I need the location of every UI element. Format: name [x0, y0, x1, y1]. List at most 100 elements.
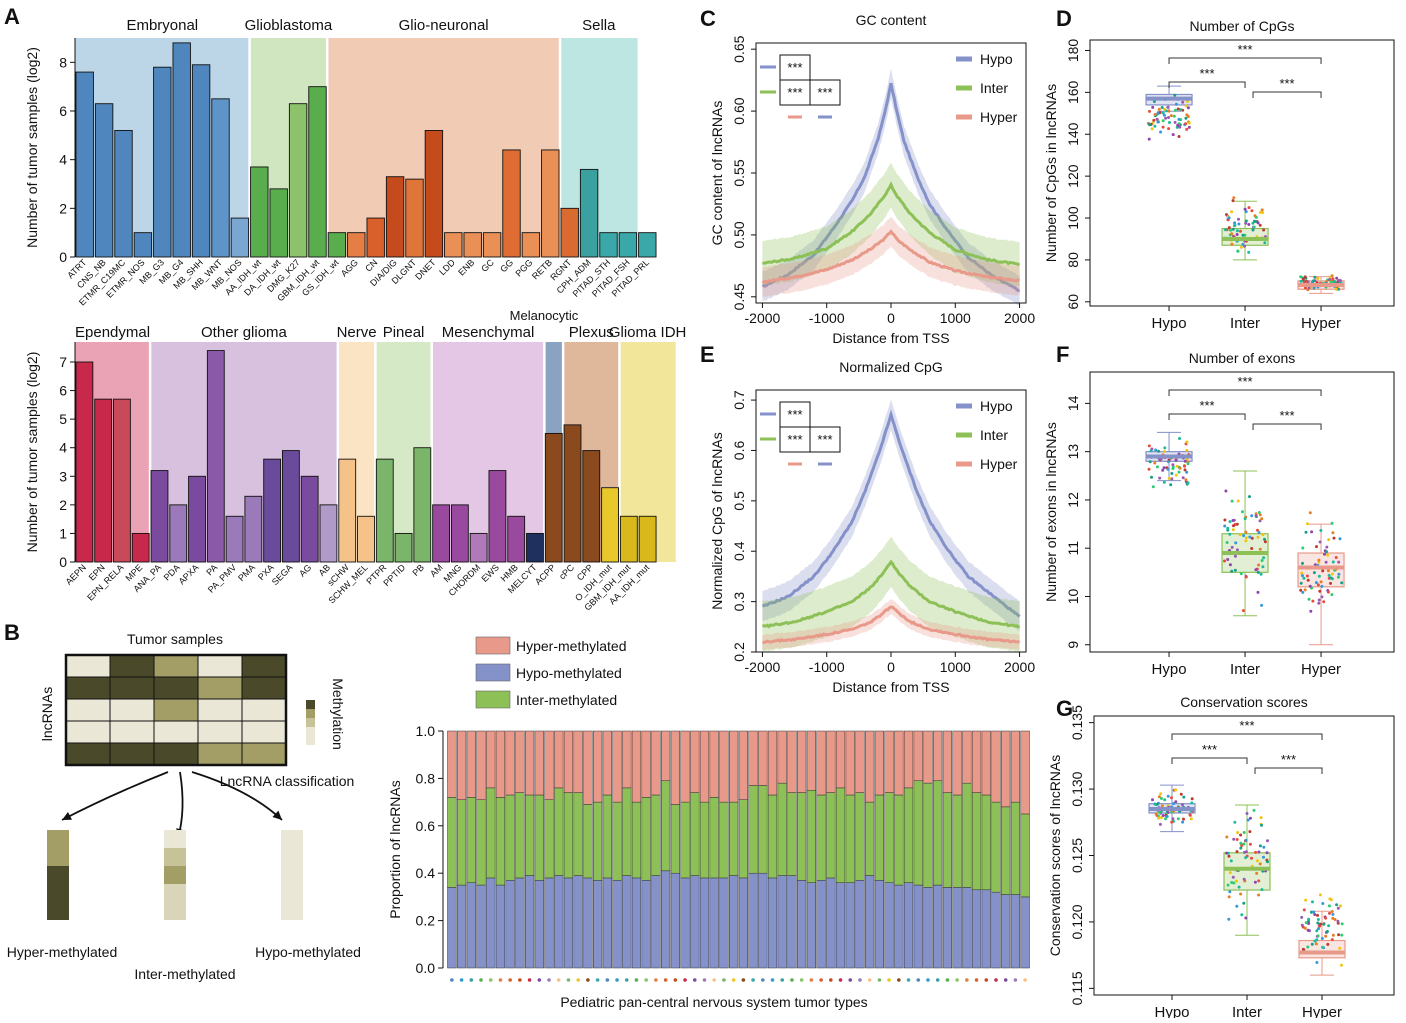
data-point [1157, 816, 1160, 820]
data-point [1234, 541, 1238, 545]
arrow-hypo [191, 771, 283, 821]
bar-segment-hypo-methylated [524, 875, 535, 969]
data-point [1303, 275, 1307, 279]
bar-segment-hypo-methylated [651, 875, 661, 969]
group-label-ependymal: Ependymal [75, 324, 150, 341]
bar-segment-hyper-methylated [456, 730, 467, 800]
bar-pb [413, 447, 432, 563]
data-point [1230, 545, 1234, 549]
tumor-type-dot [605, 978, 610, 982]
data-point [1227, 226, 1231, 230]
bar-segment-inter-methylated [534, 794, 544, 881]
data-point [1248, 842, 1252, 846]
data-point [1243, 207, 1247, 211]
data-point [1147, 467, 1151, 471]
data-point [1235, 838, 1239, 841]
data-point [1167, 476, 1171, 480]
data-point [1235, 522, 1239, 526]
data-point [1244, 575, 1248, 579]
y-tick-label-180: 180 [1065, 39, 1081, 63]
data-point [1331, 277, 1335, 281]
bar-segment-hyper-methylated [495, 730, 506, 798]
bar-segment-hyper-methylated [515, 730, 525, 793]
strip-hypo [281, 902, 303, 920]
data-point [1186, 106, 1190, 110]
bar-segment-hyper-methylated [981, 730, 991, 796]
data-point [1223, 518, 1227, 522]
heatmap-cell [153, 654, 199, 678]
heatmap-cell [65, 676, 111, 700]
data-point [1179, 792, 1183, 796]
arrow-inter [177, 771, 184, 839]
data-point [1179, 108, 1183, 112]
legend-label-hyper: Hyper [980, 109, 1018, 125]
tick-label-sega: SEGA [270, 562, 295, 587]
bar-segment-inter-methylated [670, 804, 680, 874]
data-point [1308, 584, 1312, 588]
bar-segment-hyper-methylated [690, 730, 700, 793]
data-point [1171, 463, 1175, 467]
bar-segment-hypo-methylated [699, 877, 710, 969]
bar-segment-hyper-methylated [729, 730, 739, 803]
data-point [1328, 911, 1331, 915]
bar-segment-inter-methylated [874, 794, 884, 881]
data-point [1266, 860, 1269, 864]
tumor-type-dot [974, 978, 979, 982]
bar-segment-inter-methylated [845, 794, 855, 883]
data-point [1248, 495, 1251, 499]
methylation-scale-step [306, 718, 315, 727]
data-point [1246, 818, 1250, 822]
panel-label-b: B [4, 620, 20, 645]
bar-segment-hypo-methylated [719, 877, 729, 969]
data-point [1330, 910, 1334, 913]
data-point [1235, 229, 1239, 233]
bar-segment-hyper-methylated [942, 730, 953, 793]
data-point [1301, 574, 1304, 578]
y-tick-label-0-50: 0.50 [731, 221, 747, 248]
data-point [1244, 219, 1248, 223]
bar-aa-idh-wt [250, 166, 269, 258]
band-hyper [762, 599, 1020, 651]
tick-label-pb: PB [410, 562, 426, 578]
legend-label-inter: Inter [980, 80, 1008, 96]
bar-segment-hypo-methylated [933, 884, 943, 969]
data-point [1170, 472, 1174, 475]
plot-frame [1089, 39, 1395, 307]
data-point [1225, 541, 1229, 544]
strip-hyper [47, 848, 69, 866]
data-point [1317, 598, 1321, 602]
data-point [1187, 125, 1191, 129]
bar-dlgnt [405, 178, 424, 258]
tumor-type-dot [624, 978, 629, 982]
tumor-type-dot [644, 978, 648, 982]
data-point [1312, 910, 1316, 914]
data-point [1155, 802, 1159, 806]
bar-segment-inter-methylated [709, 797, 719, 879]
data-point [1301, 546, 1305, 550]
data-point [1156, 112, 1160, 116]
group-label-sella: Sella [582, 17, 616, 34]
data-point [1333, 280, 1337, 284]
bar-segment-hypo-methylated [748, 872, 758, 969]
data-point [1263, 241, 1267, 245]
bar-mng [450, 504, 469, 563]
y-tick-label-0: 0 [59, 554, 67, 570]
bar-segment-inter-methylated [1020, 813, 1030, 898]
y-tick-label-60: 60 [1065, 294, 1081, 310]
heatmap-cell [153, 742, 199, 766]
bar-segment-hypo-methylated [738, 877, 748, 969]
data-point [1335, 903, 1339, 907]
y-tick-label-2: 2 [59, 200, 67, 216]
data-point [1245, 812, 1249, 815]
tick-label-ag: AG [297, 562, 313, 578]
data-point [1256, 528, 1259, 532]
y-tick-label-0-6: 0.6 [416, 818, 436, 834]
sig-bracket-inter-hyper [1254, 767, 1323, 774]
tumor-type-dot [498, 978, 503, 982]
bar-segment-inter-methylated [1001, 806, 1011, 895]
data-point [1262, 855, 1265, 859]
data-point [1340, 581, 1344, 585]
data-point [1256, 221, 1260, 225]
data-point [1257, 563, 1261, 567]
data-point [1301, 561, 1304, 565]
